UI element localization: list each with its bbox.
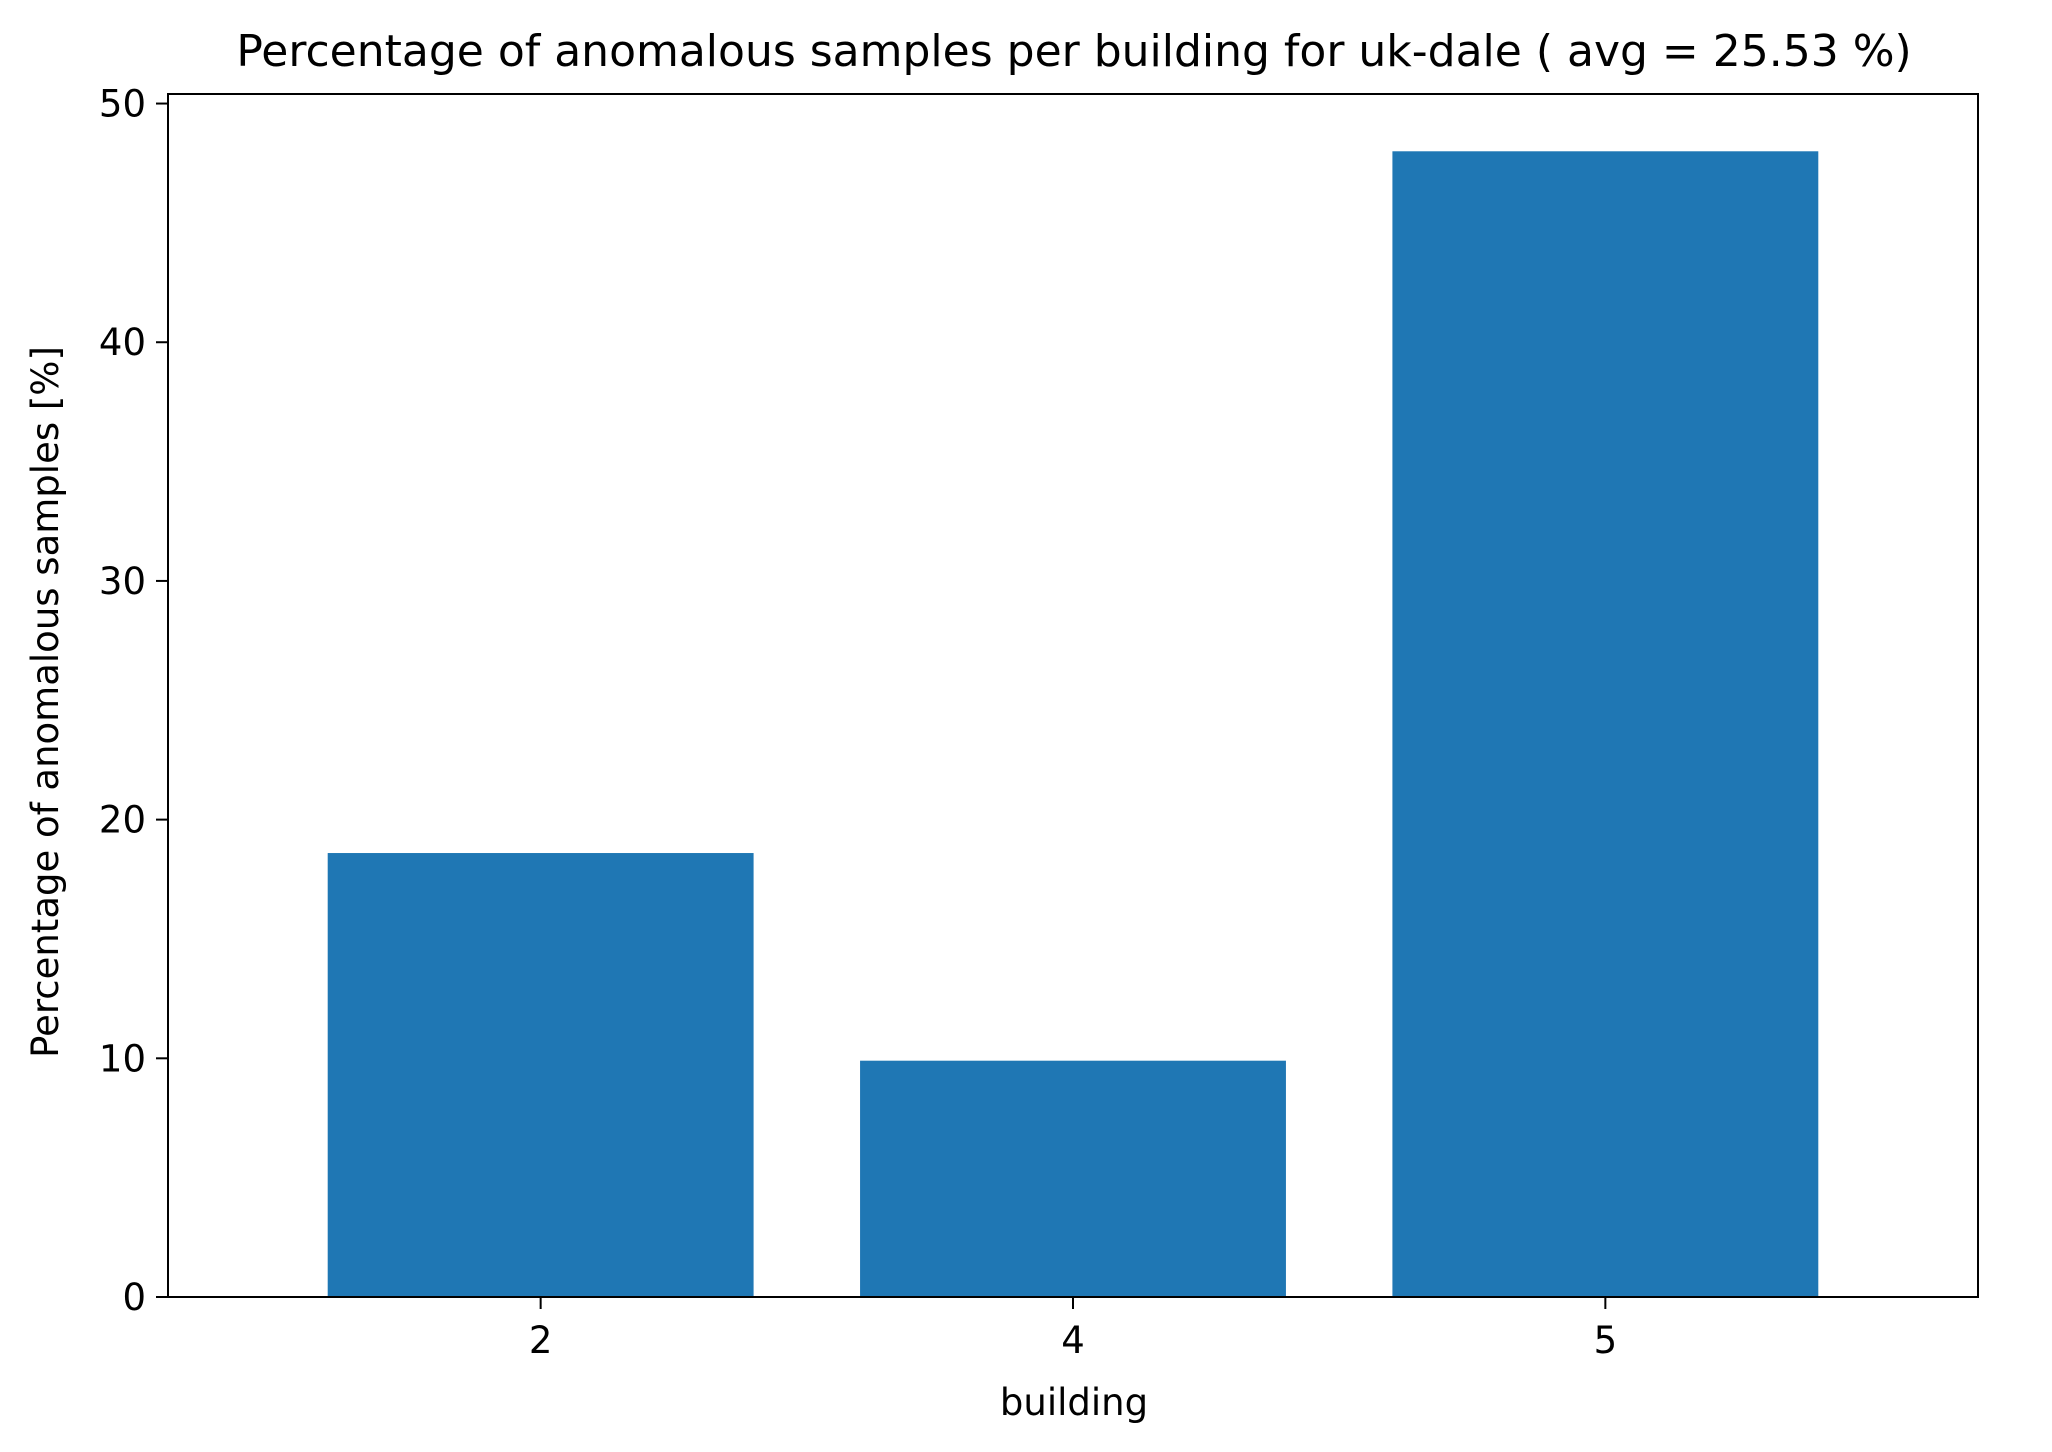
y-tick-label: 0 bbox=[122, 1276, 146, 1319]
bar-building-2 bbox=[327, 853, 754, 1297]
y-axis-label: Percentage of anomalous samples [%] bbox=[24, 346, 67, 1058]
y-tick-label: 30 bbox=[99, 560, 146, 603]
y-tick-label: 10 bbox=[99, 1037, 146, 1080]
x-tick-label: 2 bbox=[529, 1319, 553, 1362]
y-tick-label: 20 bbox=[99, 799, 146, 842]
chart-title: Percentage of anomalous samples per buil… bbox=[236, 26, 1911, 77]
bar-building-5 bbox=[1392, 151, 1819, 1297]
x-axis-ticks: 2 4 5 bbox=[529, 1297, 1617, 1362]
y-axis-ticks: 0 10 20 30 40 50 bbox=[99, 83, 168, 1319]
x-tick-label: 5 bbox=[1594, 1319, 1618, 1362]
bar-building-4 bbox=[860, 1060, 1286, 1297]
plot-frame bbox=[167, 93, 1979, 1298]
bars-layer bbox=[327, 151, 1819, 1297]
y-tick-label: 50 bbox=[99, 83, 146, 126]
x-axis-label: building bbox=[1000, 1381, 1148, 1424]
x-tick-label: 4 bbox=[1061, 1319, 1085, 1362]
y-tick-label: 40 bbox=[99, 321, 146, 364]
